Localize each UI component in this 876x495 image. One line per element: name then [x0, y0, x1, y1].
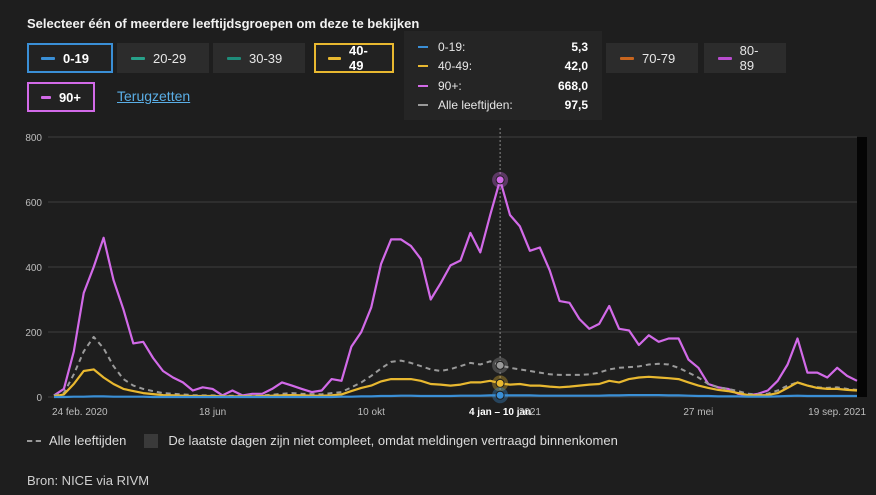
filter-chip-label: 30-39	[249, 50, 283, 66]
x-tick-label: 27 mei	[683, 407, 713, 418]
x-tick-label: 24 feb. 2020	[52, 407, 108, 418]
x-tick-label: 10 okt	[358, 407, 385, 418]
tooltip-value: 668,0	[557, 78, 588, 93]
x-tick-label: 18 jun	[199, 407, 226, 418]
line-swatch-icon	[620, 56, 634, 60]
y-tick-label: 800	[25, 133, 42, 144]
tooltip-label: 90+:	[438, 78, 462, 93]
series-swatch-icon	[418, 45, 428, 48]
tooltip-row: 90+: 668,0	[418, 76, 588, 96]
tooltip-value: 5,3	[571, 39, 588, 54]
series-swatch-icon	[418, 84, 428, 87]
line-swatch-icon	[41, 95, 51, 99]
x-tick-label: 19 sep. 2021	[808, 407, 866, 418]
tooltip-label: Alle leeftijden:	[438, 98, 513, 113]
filter-chip-label: 80-89	[739, 43, 759, 73]
filter-chip-label: 0-19	[63, 50, 90, 66]
filter-chip-30-39[interactable]: 30-39	[213, 43, 305, 73]
hover-marker	[495, 175, 505, 185]
tooltip-value: 42,0	[564, 59, 588, 74]
line-swatch-icon	[328, 56, 342, 60]
y-tick-label: 0	[36, 393, 42, 404]
filter-chip-label: 20-29	[153, 50, 187, 66]
tooltip-row: 40-49: 42,0	[418, 57, 588, 77]
tooltip-label: 0-19:	[438, 39, 466, 54]
incomplete-area-icon	[144, 433, 159, 448]
series-line-90-	[53, 178, 858, 397]
chart-legend: Alle leeftijden De laatste dagen zijn ni…	[27, 433, 618, 448]
line-swatch-icon	[131, 56, 145, 60]
legend-all-ages: Alle leeftijden	[49, 433, 127, 448]
tooltip-row: Alle leeftijden: 97,5	[418, 96, 588, 116]
y-tick-label: 200	[25, 328, 42, 339]
filter-chip-20-29[interactable]: 20-29	[117, 43, 209, 73]
hover-marker	[495, 378, 505, 388]
filter-chip-70-79[interactable]: 70-79	[606, 43, 698, 73]
series-line-0-19	[54, 394, 857, 399]
filter-chip-label: 40-49	[349, 43, 368, 73]
line-swatch-icon	[41, 56, 55, 60]
filter-chip-80-89[interactable]: 80-89	[704, 43, 786, 73]
tooltip-value: 97,5	[564, 98, 588, 113]
page-title: Selecteer één of meerdere leeftijdsgroep…	[27, 16, 420, 31]
tooltip-row: 0-19: 5,3	[418, 37, 588, 57]
filter-chip-label: 70-79	[642, 50, 676, 66]
filter-chip-40-49[interactable]: 40-49	[314, 43, 394, 73]
line-chart[interactable]: 0 200 400 600 800 24 feb. 2020 18 jun 10 okt 4 j…	[0, 128, 876, 428]
filter-chip-0-19[interactable]: 0-19	[27, 43, 113, 73]
legend-incomplete: De laatste dagen zijn niet compleet, omd…	[168, 433, 618, 448]
series-swatch-icon	[418, 104, 428, 107]
x-tick-label: 4 jan – 10 jan	[469, 407, 531, 418]
y-tick-label: 600	[25, 198, 42, 209]
dashed-line-icon	[27, 439, 41, 442]
series-line-alle-leeftijden	[53, 335, 858, 397]
series-swatch-icon	[418, 65, 428, 68]
tooltip-label: 40-49:	[438, 59, 473, 74]
y-tick-label: 400	[25, 263, 42, 274]
series-line-40-49	[53, 368, 858, 398]
x-tick-label: 2021	[519, 407, 542, 418]
chart-tooltip: 0-19: 5,3 40-49: 42,0 90+: 668,0 Alle leeftijd…	[404, 31, 602, 120]
source-note: Bron: NICE via RIVM	[27, 473, 150, 488]
incomplete-data-band	[857, 137, 867, 397]
filter-chip-label: 90+	[58, 89, 81, 105]
reset-link[interactable]: Terugzetten	[117, 88, 191, 104]
line-swatch-icon	[718, 56, 732, 60]
line-swatch-icon	[227, 56, 241, 60]
hover-marker	[495, 390, 505, 400]
filter-chip-90plus[interactable]: 90+	[27, 82, 95, 112]
hover-marker	[495, 360, 505, 370]
